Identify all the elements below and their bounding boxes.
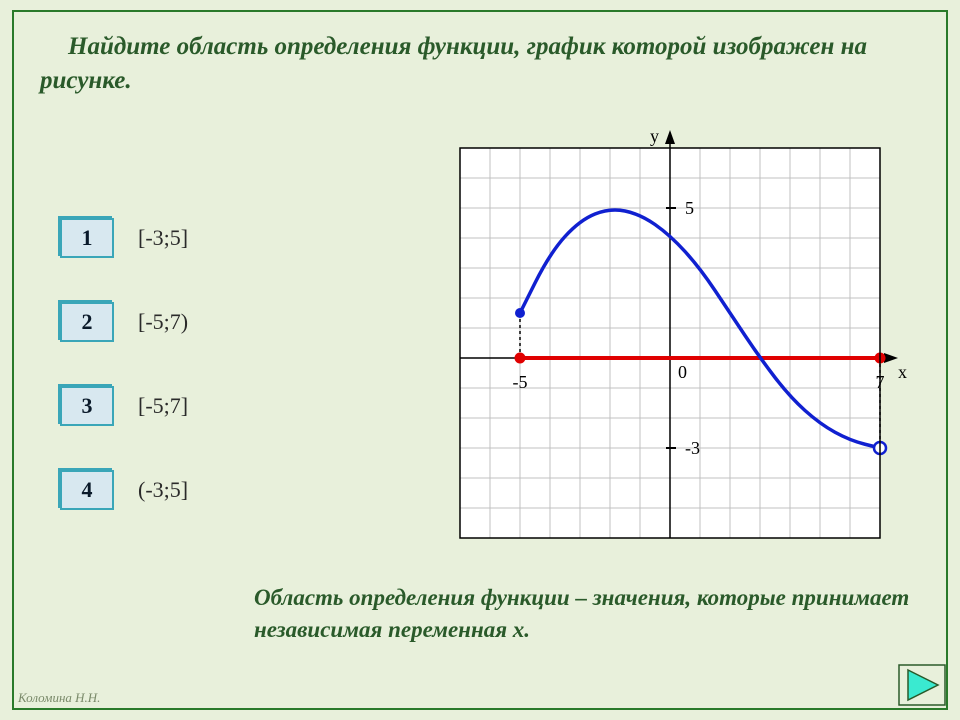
svg-text:5: 5 [685,198,694,218]
answer-options: 1 [-3;5] 2 [-5;7) 3 [-5;7] [40,128,420,554]
option-label: (-3;5] [138,477,188,503]
function-chart: xy05-3-57 [440,128,930,558]
option-number: 4 [62,472,112,508]
option-number: 1 [62,220,112,256]
next-button[interactable] [898,664,946,706]
option-button-1[interactable]: 1 [60,218,114,258]
option-row: 2 [-5;7) [60,302,420,342]
option-button-2[interactable]: 2 [60,302,114,342]
option-number: 2 [62,304,112,340]
option-label: [-3;5] [138,225,188,251]
svg-text:-3: -3 [685,438,700,458]
svg-text:-5: -5 [513,372,528,392]
svg-text:0: 0 [678,362,687,382]
option-row: 3 [-5;7] [60,386,420,426]
option-button-4[interactable]: 4 [60,470,114,510]
option-button-3[interactable]: 3 [60,386,114,426]
option-row: 4 (-3;5] [60,470,420,510]
option-label: [-5;7] [138,393,188,419]
svg-text:y: y [650,128,659,146]
svg-text:x: x [898,362,907,382]
author-credit: Коломина Н.Н. [18,690,100,706]
content-area: 1 [-3;5] 2 [-5;7) 3 [-5;7] [40,128,920,554]
chart-area: xy05-3-57 [420,128,920,554]
slide-title: Найдите область определения функции, гра… [40,30,920,98]
definition-text: Область определения функции – значения, … [254,582,934,646]
option-row: 1 [-3;5] [60,218,420,258]
option-label: [-5;7) [138,309,188,335]
slide-frame: Найдите область определения функции, гра… [12,10,948,710]
option-number: 3 [62,388,112,424]
